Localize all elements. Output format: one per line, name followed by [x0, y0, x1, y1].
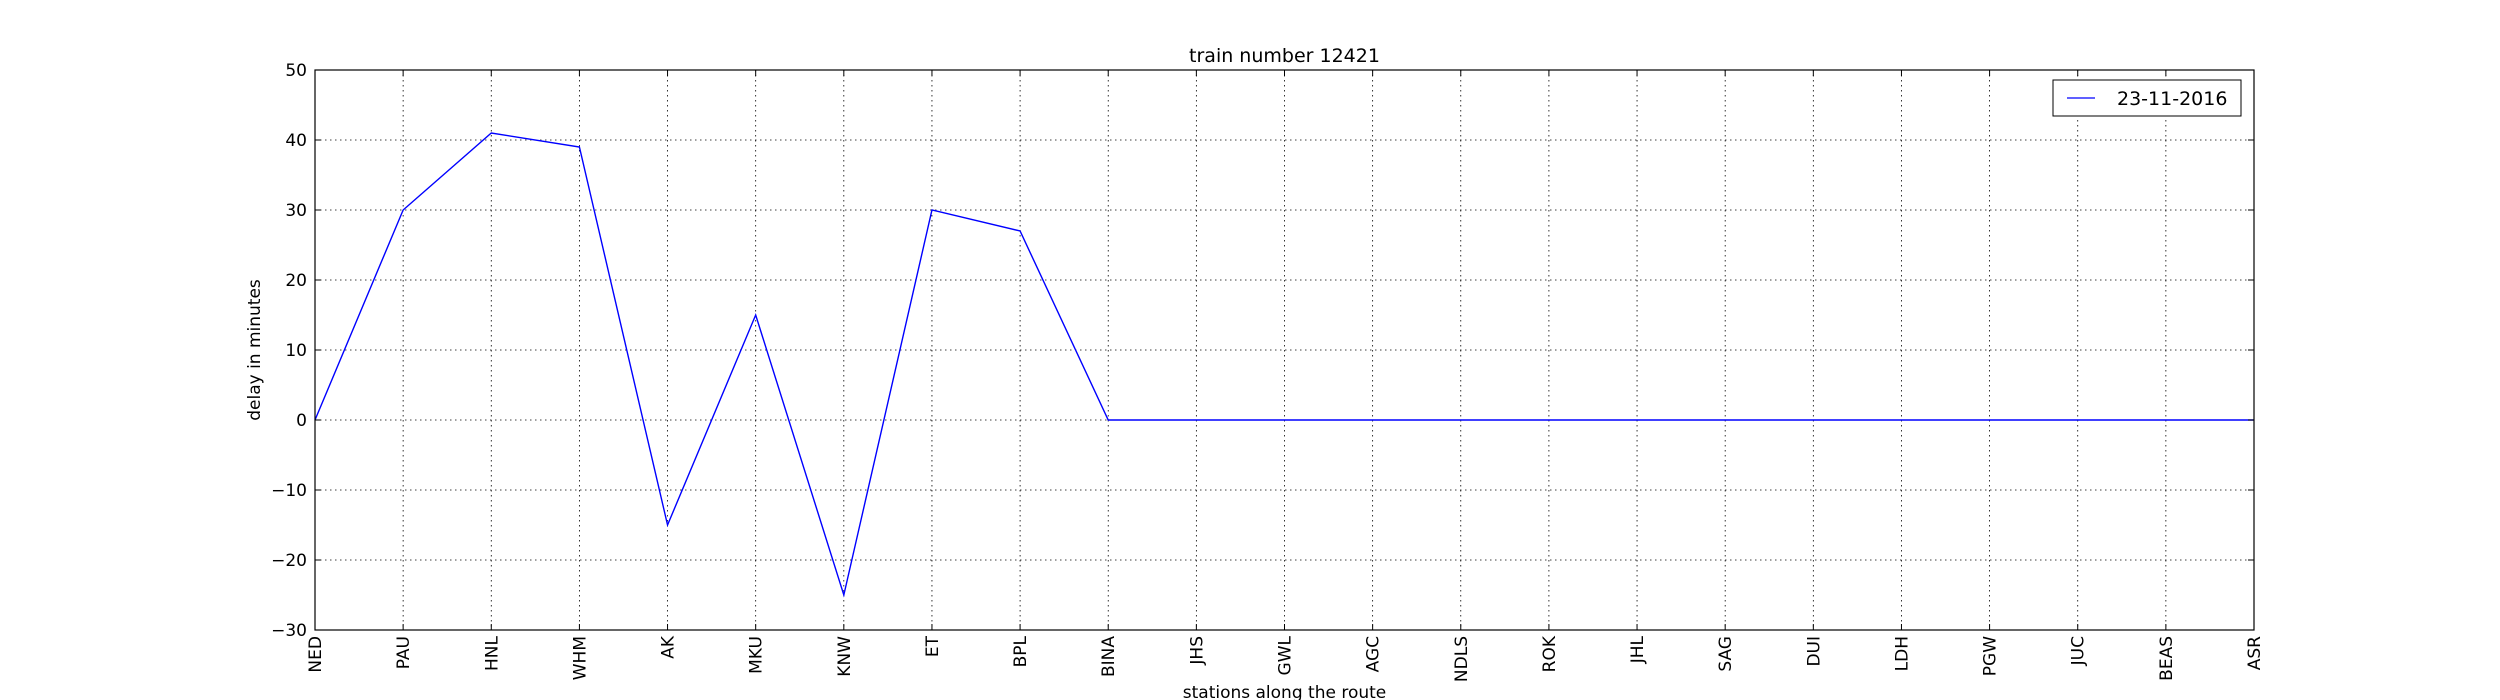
legend: 23-11-2016	[2052, 79, 2242, 117]
series-lines	[314, 132, 2255, 598]
x-tick-label: PGW	[1981, 636, 2001, 676]
y-tick-label: 0	[296, 411, 307, 431]
x-tick-label: SAG	[1716, 636, 1736, 672]
x-tick-label: LDH	[1892, 636, 1912, 671]
x-axis-label: stations along the route	[1183, 683, 1387, 700]
x-tick-label: AGC	[1364, 636, 1384, 672]
x-tick-label: ROK	[1540, 635, 1560, 672]
x-tick-label: NED	[306, 636, 326, 673]
x-tick-label: ET	[923, 635, 943, 657]
x-tick-label: BPL	[1011, 635, 1031, 667]
x-tick-label: HNL	[482, 635, 502, 671]
y-tick-label: −10	[271, 481, 307, 501]
legend-entry-label: 23-11-2016	[2117, 88, 2227, 110]
x-tick-label: JHS	[1187, 636, 1207, 666]
x-tick-label: MKU	[747, 636, 767, 674]
x-tick-label: BINA	[1099, 636, 1119, 677]
x-tick-label: KNW	[835, 636, 855, 677]
chart-title: train number 12421	[1189, 45, 1380, 67]
x-tick-label: JHL	[1628, 635, 1648, 664]
x-tick-label: GWL	[1276, 635, 1296, 675]
y-tick-label: 10	[285, 341, 307, 361]
y-tick-label: 50	[285, 61, 307, 81]
y-tick-label: 40	[285, 131, 307, 151]
y-tick-label: 20	[285, 271, 307, 291]
y-tick-label: −20	[271, 551, 307, 571]
x-tick-label: AK	[659, 635, 679, 659]
x-tick-label: JUC	[2069, 636, 2089, 666]
x-tick-label: PAU	[394, 636, 414, 669]
x-tick-label: ASR	[2245, 636, 2265, 670]
x-tick-label: WHM	[570, 636, 590, 680]
ticks: −30 −20 −10 0 10 20 30 40 50 NED PAU HNL WHM AK MKU KNW…	[271, 61, 2265, 682]
x-tick-label: DUI	[1804, 636, 1824, 667]
x-tick-label: NDLS	[1452, 636, 1472, 682]
y-axis-label: delay in minutes	[245, 279, 265, 421]
x-tick-label: BEAS	[2157, 636, 2177, 681]
y-tick-label: −30	[271, 621, 307, 641]
y-tick-label: 30	[285, 201, 307, 221]
